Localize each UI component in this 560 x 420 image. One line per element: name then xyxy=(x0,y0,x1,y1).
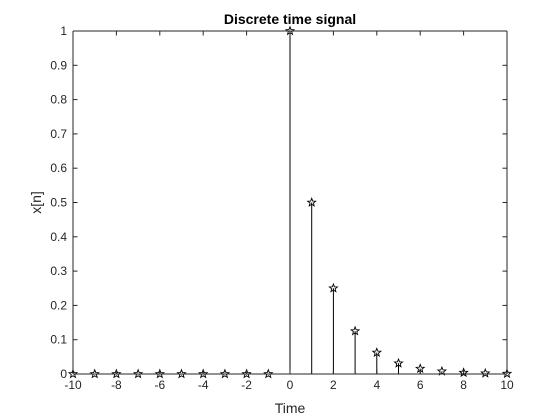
stem-marker xyxy=(132,368,144,379)
stem-marker xyxy=(501,368,513,379)
x-axis-ticks: -10 -8 -6 -4 -2 0 2 4 6 8 10 xyxy=(64,31,514,392)
stem-marker xyxy=(328,282,339,293)
y-tick-label: 0.9 xyxy=(50,58,67,72)
x-tick-label: 0 xyxy=(287,378,294,392)
x-tick-label: 4 xyxy=(373,378,380,392)
stem-marker xyxy=(349,325,361,336)
x-tick-label: -8 xyxy=(111,378,122,392)
stem-marker xyxy=(67,368,79,379)
y-tick-label: 0.6 xyxy=(50,161,67,175)
x-tick-label: -10 xyxy=(64,378,82,392)
y-tick-label: 0.1 xyxy=(50,333,67,347)
x-tick-label: 10 xyxy=(500,378,514,392)
x-axis-label: Time xyxy=(275,400,306,416)
y-tick-label: 0.3 xyxy=(50,264,67,278)
x-tick-label: -6 xyxy=(154,378,165,392)
y-tick-label: 1 xyxy=(60,24,67,38)
stem-marker xyxy=(480,367,491,378)
y-tick-label: 0.5 xyxy=(50,196,67,210)
stem-marker xyxy=(198,368,209,379)
y-axis-label: x[n] xyxy=(28,191,44,214)
y-tick-label: 0.4 xyxy=(50,230,67,244)
x-tick-label: 2 xyxy=(330,378,337,392)
stem-marker xyxy=(393,357,404,368)
stem-marker xyxy=(154,368,165,379)
stem-marker xyxy=(89,368,100,379)
x-tick-label: 6 xyxy=(417,378,424,392)
stem-marker xyxy=(263,368,274,379)
x-tick-label: -2 xyxy=(241,378,252,392)
x-tick-label: 8 xyxy=(460,378,467,392)
y-tick-label: 0 xyxy=(60,367,67,381)
y-tick-label: 0.7 xyxy=(50,127,67,141)
stem-marker xyxy=(176,368,187,379)
chart-title: Discrete time signal xyxy=(224,11,356,27)
stem-marker xyxy=(241,368,252,379)
y-tick-label: 0.8 xyxy=(50,93,67,107)
y-axis-ticks: 0 0.1 0.2 0.3 0.4 0.5 0.6 0.7 0.8 0.9 1 xyxy=(50,24,507,381)
stem-marker xyxy=(436,365,448,376)
y-tick-label: 0.2 xyxy=(50,298,67,312)
stem-marker xyxy=(219,368,231,379)
stem-marker xyxy=(111,368,122,379)
stem-marker xyxy=(371,347,382,357)
x-tick-label: -4 xyxy=(198,378,209,392)
stem-marker xyxy=(306,197,317,207)
